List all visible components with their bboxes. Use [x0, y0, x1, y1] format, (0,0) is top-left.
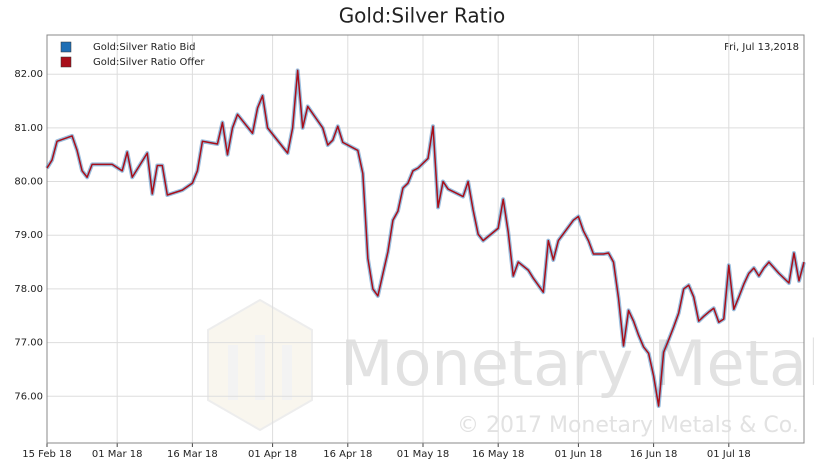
x-tick-label: 16 Jun 18 [630, 449, 677, 460]
x-tick-label: 01 May 18 [397, 449, 449, 460]
x-tick-label: 01 Jun 18 [555, 449, 602, 460]
x-tick-label: 01 Jul 18 [707, 449, 751, 460]
legend-swatch [60, 41, 72, 53]
x-tick-label: 01 Apr 18 [248, 449, 297, 460]
chart-title: Gold:Silver Ratio [339, 4, 506, 28]
date-label: Fri, Jul 13,2018 [724, 42, 799, 53]
y-tick-label: 82.00 [14, 69, 43, 80]
y-tick-label: 80.00 [14, 177, 43, 188]
legend-swatch [60, 56, 72, 68]
copyright: © 2017 Monetary Metals & Co. [457, 413, 799, 438]
x-tick-label: 01 Mar 18 [92, 449, 143, 460]
legend-label: Gold:Silver Ratio Offer [93, 57, 205, 68]
y-tick-label: 79.00 [14, 230, 43, 241]
x-tick-label: 16 May 18 [472, 449, 524, 460]
y-tick-label: 77.00 [14, 338, 43, 349]
x-tick-label: 16 Mar 18 [167, 449, 218, 460]
watermark-logo [207, 298, 313, 432]
series-line [46, 69, 805, 407]
y-tick-label: 76.00 [14, 391, 43, 402]
watermark: Monetary Metals [340, 327, 814, 400]
x-tick-label: 16 Apr 18 [323, 449, 372, 460]
plot-frame [46, 34, 805, 444]
y-tick-label: 81.00 [14, 123, 43, 134]
y-tick-label: 78.00 [14, 284, 43, 295]
legend-label: Gold:Silver Ratio Bid [93, 42, 195, 53]
x-tick-label: 15 Feb 18 [22, 449, 72, 460]
